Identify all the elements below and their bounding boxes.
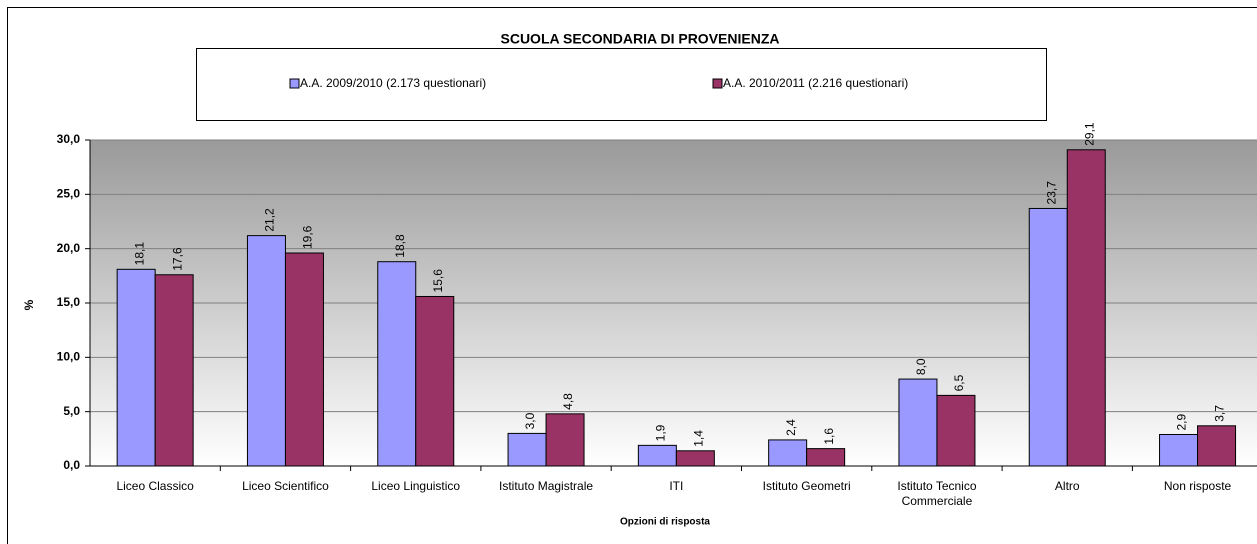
x-tick-label: Liceo Classico (116, 479, 194, 493)
y-tick-label: 15,0 (57, 295, 81, 309)
legend-swatch (712, 78, 723, 89)
legend-label: A.A. 2009/2010 (2.173 questionari) (300, 76, 486, 90)
bar (768, 439, 808, 467)
chart-title: SCUOLA SECONDARIA DI PROVENIENZA (501, 31, 780, 47)
value-label: 1,4 (692, 430, 706, 447)
bar (284, 252, 324, 467)
value-label: 6,5 (952, 374, 966, 391)
bar (1197, 425, 1237, 467)
bar (675, 450, 715, 467)
y-tick-label: 5,0 (63, 404, 80, 418)
y-axis-label: % (22, 299, 36, 310)
x-tick-label: Istituto Magistrale (499, 479, 594, 493)
value-label: 17,6 (170, 247, 184, 271)
value-label: 1,6 (822, 428, 836, 445)
bar (1159, 433, 1199, 467)
legend-box (196, 48, 1047, 121)
bar (507, 432, 547, 467)
bar (415, 295, 455, 467)
value-label: 4,8 (561, 393, 575, 410)
value-label: 3,0 (523, 412, 537, 429)
legend-label: A.A. 2010/2011 (2.216 questionari) (723, 76, 908, 90)
value-label: 23,7 (1044, 181, 1058, 205)
bar (936, 394, 976, 467)
value-label: 2,4 (784, 419, 798, 436)
x-tick-label: Liceo Linguistico (371, 479, 461, 493)
value-label: 8,0 (914, 358, 928, 375)
bar (116, 268, 156, 467)
value-label: 19,6 (301, 225, 315, 249)
value-label: 2,9 (1175, 413, 1189, 430)
bar (898, 378, 938, 467)
x-tick-label: ITI (669, 479, 684, 493)
bar (246, 235, 286, 467)
value-label: 18,8 (393, 234, 407, 258)
value-label: 3,7 (1213, 405, 1227, 422)
bar (154, 274, 194, 467)
bar (545, 413, 585, 467)
value-label: 21,2 (263, 208, 277, 232)
x-axis-label: Opzioni di risposta (620, 517, 710, 528)
y-tick-label: 30,0 (57, 132, 81, 146)
bar (1028, 207, 1068, 467)
x-tick-label: Istituto Tecnico Commerciale (897, 479, 977, 508)
value-label: 1,9 (654, 424, 668, 441)
bar (1066, 149, 1106, 467)
legend-swatch (289, 78, 300, 89)
bar (377, 261, 417, 467)
value-label: 15,6 (431, 269, 445, 293)
y-tick-label: 25,0 (57, 187, 81, 201)
x-tick-label: Liceo Scientifico (242, 479, 329, 493)
bar (806, 448, 846, 467)
y-tick-label: 0,0 (63, 458, 80, 472)
y-tick-label: 10,0 (57, 350, 81, 364)
y-tick-label: 20,0 (57, 241, 81, 255)
x-tick-label: Altro (1054, 479, 1080, 493)
x-tick-label: Non risposte (1163, 479, 1232, 493)
bar (637, 444, 677, 467)
value-label: 18,1 (132, 242, 146, 266)
x-tick-label: Istituto Geometri (762, 479, 851, 493)
value-label: 29,1 (1082, 122, 1096, 146)
